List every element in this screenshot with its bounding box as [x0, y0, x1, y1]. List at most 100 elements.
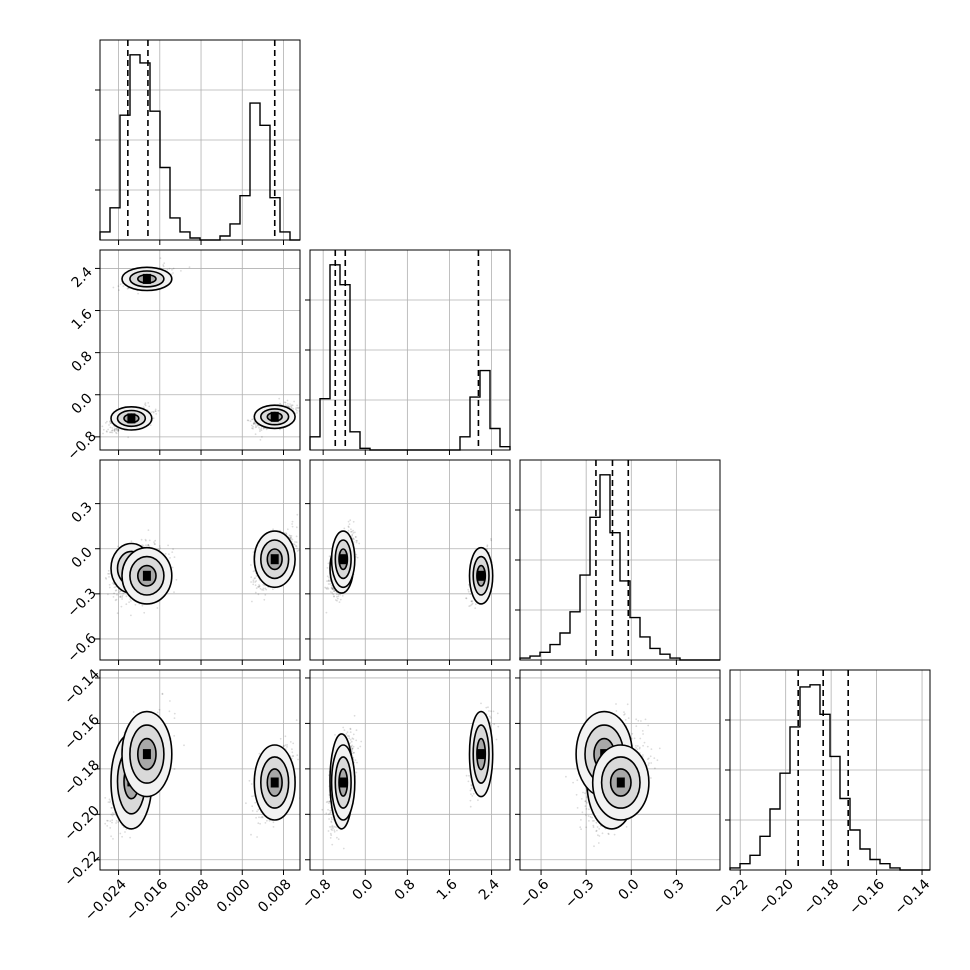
- sample-point: [343, 527, 346, 530]
- sample-point: [285, 532, 288, 535]
- sample-point: [355, 536, 357, 538]
- panel-frame: [99, 39, 301, 241]
- sample-point: [116, 428, 118, 430]
- sample-point: [252, 418, 254, 421]
- sample-point: [465, 597, 468, 600]
- sample-point: [254, 581, 257, 583]
- sample-point: [294, 541, 296, 543]
- sample-point: [296, 547, 298, 550]
- sample-point: [261, 588, 263, 591]
- sample-point: [469, 593, 472, 595]
- sample-point: [279, 402, 281, 405]
- sample-point: [114, 586, 117, 588]
- sample-point: [296, 513, 299, 516]
- sample-point: [254, 584, 257, 587]
- sample-point: [148, 539, 151, 542]
- sample-point: [168, 553, 170, 555]
- sample-point: [113, 430, 116, 432]
- panel-frame: [99, 459, 301, 661]
- sample-point: [156, 607, 159, 609]
- sample-point: [107, 572, 109, 575]
- sample-point: [254, 577, 256, 579]
- sample-point: [171, 268, 173, 271]
- sample-point: [260, 427, 263, 430]
- sample-point: [474, 603, 477, 606]
- sample-point: [251, 424, 253, 427]
- sample-point: [249, 420, 252, 423]
- sample-point: [166, 268, 169, 271]
- sample-point: [287, 403, 289, 405]
- density-peak: [270, 554, 279, 565]
- sample-point: [115, 432, 118, 435]
- sample-point: [295, 526, 298, 529]
- sample-point: [111, 431, 114, 434]
- sample-point: [122, 285, 125, 287]
- sample-point: [272, 528, 274, 531]
- sample-point: [173, 591, 175, 593]
- sample-point: [147, 402, 150, 404]
- sample-point: [292, 407, 295, 410]
- sample-point: [251, 600, 253, 603]
- sample-point: [118, 289, 120, 291]
- sample-point: [149, 424, 152, 426]
- sample-point: [295, 545, 298, 548]
- sample-point: [117, 429, 120, 432]
- sample-point: [290, 406, 293, 409]
- histogram-panel-2: [515, 459, 721, 665]
- sample-point: [259, 430, 261, 433]
- sample-point: [333, 590, 336, 592]
- sample-point: [296, 404, 298, 407]
- sample-point: [326, 575, 329, 578]
- sample-point: [325, 611, 328, 614]
- sample-point: [142, 406, 145, 408]
- sample-point: [358, 542, 361, 545]
- sample-point: [350, 530, 353, 533]
- sample-point: [330, 586, 333, 589]
- sample-point: [250, 581, 253, 583]
- sample-point: [115, 427, 118, 430]
- sample-point: [252, 583, 255, 586]
- sample-point: [331, 588, 334, 590]
- sample-point: [150, 411, 153, 414]
- sample-point: [333, 595, 335, 598]
- sample-point: [286, 528, 289, 531]
- sample-point: [109, 420, 111, 423]
- sample-point: [104, 577, 107, 579]
- sample-point: [278, 397, 281, 400]
- y-tick-label: −0.8: [65, 428, 100, 463]
- sample-point: [298, 549, 300, 551]
- sample-point: [328, 580, 331, 582]
- sample-point: [258, 585, 261, 587]
- sample-point: [118, 591, 121, 594]
- sample-point: [106, 420, 108, 423]
- sample-point: [128, 601, 131, 604]
- sample-point: [354, 531, 356, 534]
- sample-point: [327, 583, 330, 585]
- sample-point: [130, 540, 133, 543]
- sample-point: [250, 576, 253, 579]
- sample-point: [332, 593, 335, 596]
- sample-point: [327, 587, 330, 590]
- sample-point: [252, 551, 255, 553]
- sample-point: [490, 538, 492, 540]
- sample-point: [120, 605, 123, 608]
- sample-point: [336, 599, 338, 602]
- panel-frame: [99, 249, 301, 451]
- sample-point: [257, 593, 260, 596]
- sample-point: [154, 410, 157, 412]
- sample-point: [255, 580, 258, 582]
- sample-point: [127, 436, 130, 439]
- sample-point: [154, 410, 157, 412]
- sample-point: [341, 595, 344, 597]
- sample-point: [152, 411, 155, 414]
- sample-point: [352, 520, 355, 523]
- panel-content: [324, 519, 494, 614]
- sample-point: [108, 586, 111, 589]
- sample-point: [246, 419, 249, 422]
- sample-point: [326, 580, 328, 582]
- sample-point: [252, 570, 255, 573]
- sample-point: [111, 582, 114, 584]
- density-peak: [127, 413, 136, 424]
- sample-point: [117, 428, 120, 431]
